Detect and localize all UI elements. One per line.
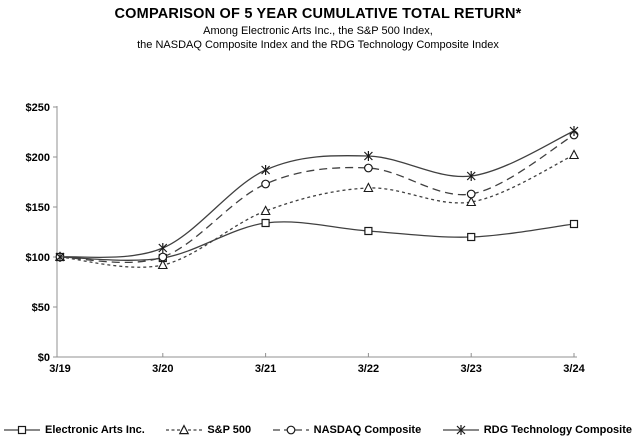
asterisk-marker [363,151,373,161]
legend-item-rdg: RDG Technology Composite [442,424,632,436]
square-marker-icon [4,425,40,435]
chart-subtitle-line2: the NASDAQ Composite Index and the RDG T… [137,38,499,51]
y-tick-label: $200 [26,152,50,164]
circle-marker-icon [272,425,309,435]
circle-marker [158,252,168,262]
triangle-marker [157,259,168,270]
chart-title: COMPARISON OF 5 YEAR CUMULATIVE TOTAL RE… [114,6,522,22]
y-tick-label: $250 [26,102,50,114]
chart-subtitle: Among Electronic Arts Inc., the S&P 500 … [0,25,636,52]
circle-marker [261,179,271,189]
series-line-rdg-technology-composite [59,130,575,259]
asterisk-marker [55,252,65,262]
square-marker [569,219,579,229]
x-tick-label: 3/22 [358,363,379,375]
x-tick-label: 3/23 [460,363,481,375]
legend-item-electronic-arts: Electronic Arts Inc. [4,424,145,436]
chart-header: COMPARISON OF 5 YEAR CUMULATIVE TOTAL RE… [0,6,636,52]
asterisk-marker [158,243,168,253]
asterisk-marker [466,171,476,181]
triangle-marker-icon [166,424,203,435]
asterisk-marker-icon [442,425,479,435]
series-line-electronic-arts-inc [59,221,575,261]
legend-item-nasdaq: NASDAQ Composite [272,424,422,436]
legend-label-nasdaq: NASDAQ Composite [313,424,422,436]
x-tick-label: 3/19 [49,363,70,375]
triangle-marker [568,149,580,160]
x-tick-label: 3/21 [255,363,276,375]
triangle-marker [260,205,271,216]
square-marker [364,226,373,236]
legend-label-sp500: S&P 500 [207,424,252,436]
chart-subtitle-line1: Among Electronic Arts Inc., the S&P 500 … [203,25,433,37]
x-tick-label: 3/20 [152,363,173,375]
y-tick-label: $100 [26,252,50,264]
square-marker [261,218,270,228]
asterisk-marker [569,126,579,136]
legend-label-electronic-arts: Electronic Arts Inc. [45,424,145,436]
legend-label-rdg: RDG Technology Composite [483,424,632,436]
x-tick-label: 3/24 [563,363,585,375]
triangle-marker [466,196,477,207]
circle-marker [364,163,373,173]
asterisk-marker [261,165,271,175]
y-tick-label: $150 [26,202,50,214]
series-line-nasdaq-composite [59,134,575,264]
legend-item-sp500: S&P 500 [166,424,251,436]
y-tick-label: $50 [32,302,50,314]
legend: Electronic Arts Inc. S&P 500 NASDAQ Comp… [4,424,632,436]
series-line-s-p-500 [59,154,575,268]
circle-marker [466,189,476,199]
triangle-marker [363,182,374,193]
square-marker [467,232,476,242]
y-tick-label: $0 [38,352,50,364]
